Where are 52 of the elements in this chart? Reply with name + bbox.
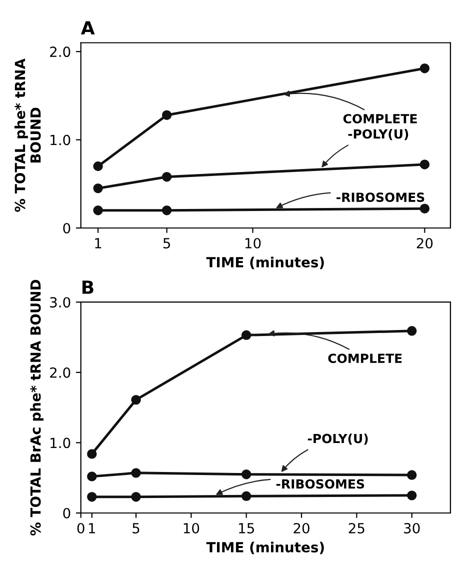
y-tick-label: 1.0 bbox=[50, 438, 70, 448]
annotation: -RIBOSOMES bbox=[276, 479, 364, 489]
y-tick-label: 2.0 bbox=[50, 46, 70, 58]
point bbox=[162, 205, 172, 216]
x-tick-label: 20 bbox=[416, 238, 433, 248]
x-tick-label: 15 bbox=[239, 523, 254, 534]
point bbox=[406, 490, 417, 500]
x-tick-label: 0 bbox=[77, 522, 84, 534]
point bbox=[93, 183, 103, 194]
y-tick-label: 3.0 bbox=[50, 297, 70, 308]
chart-title: A bbox=[80, 21, 95, 34]
y-tick-label: 1.0 bbox=[50, 134, 70, 146]
point bbox=[93, 205, 103, 216]
point bbox=[87, 449, 97, 459]
y-tick-label: 2.0 bbox=[50, 367, 70, 378]
point bbox=[420, 160, 430, 170]
x-tick-label: 5 bbox=[132, 523, 140, 534]
point bbox=[406, 470, 417, 480]
point bbox=[241, 469, 252, 480]
x-tick-label: 25 bbox=[348, 522, 364, 534]
x-axis-title: TIME (minutes) bbox=[206, 256, 324, 270]
point bbox=[162, 110, 172, 120]
y-axis-title: % TOTAL BrAc phe* tRNA BOUND bbox=[30, 280, 44, 536]
point bbox=[93, 161, 103, 172]
chart-title: B bbox=[82, 280, 94, 294]
x-tick-label: 1 bbox=[95, 238, 102, 248]
x-tick-label: 10 bbox=[245, 238, 261, 248]
point bbox=[131, 468, 141, 478]
x-tick-label: 5 bbox=[163, 238, 170, 248]
point bbox=[420, 204, 430, 214]
x-axis-title: TIME (minutes) bbox=[206, 542, 324, 554]
annotation: COMPLETE bbox=[343, 114, 417, 124]
point bbox=[87, 492, 97, 502]
y-tick-label: 0 bbox=[63, 508, 70, 518]
x-tick-label: 1 bbox=[88, 523, 96, 534]
point bbox=[162, 172, 172, 182]
y-axis-title: % TOTAL phe* tRNA BOUND bbox=[14, 58, 41, 212]
annotation: -POLY(U) bbox=[308, 434, 368, 445]
y-tick-label: 0 bbox=[63, 222, 70, 234]
x-tick-label: 30 bbox=[404, 522, 420, 534]
annotation: -POLY(U) bbox=[348, 129, 408, 140]
x-tick-label: 10 bbox=[184, 522, 200, 534]
point bbox=[131, 492, 141, 502]
point bbox=[241, 491, 252, 501]
point bbox=[420, 63, 430, 74]
x-tick-label: 20 bbox=[294, 522, 310, 534]
point bbox=[131, 394, 141, 405]
point bbox=[241, 330, 252, 340]
annotation: -RIBOSOMES bbox=[336, 192, 424, 202]
annotation: COMPLETE bbox=[328, 354, 402, 364]
point bbox=[87, 472, 97, 482]
point bbox=[406, 326, 417, 336]
